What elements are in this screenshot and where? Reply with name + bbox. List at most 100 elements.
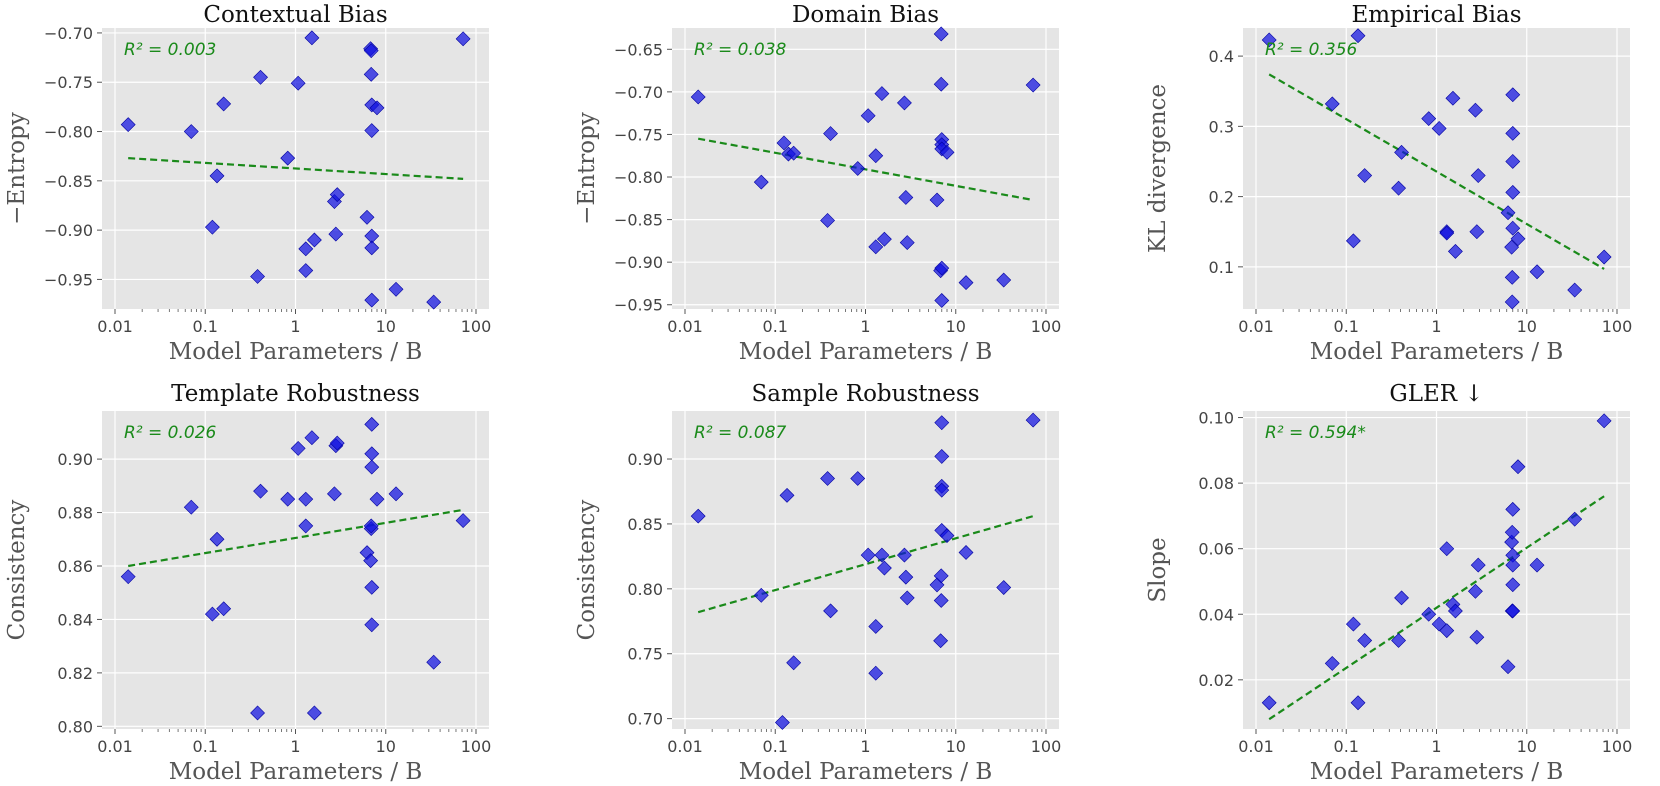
y-axis-label: −Entropy [574,112,600,225]
data-point [933,593,949,608]
y-tick-label: 0.1 [1209,258,1234,277]
data-point [1421,111,1437,127]
data-point [304,430,320,446]
data-point [753,174,769,190]
regression-line [1268,73,1605,270]
x-tick-label: 1 [860,737,870,756]
data-point [1505,184,1521,200]
data-point [298,241,314,257]
y-tick-label: 0.90 [57,450,93,469]
y-tick-label: −0.80 [614,168,663,187]
data-point [1510,231,1526,247]
data-point [363,66,379,82]
data-point [1500,205,1516,221]
regression-line [128,508,464,568]
r2-annotation: R² = 0.594* [1265,423,1366,443]
data-point [876,560,892,576]
data-point [388,486,404,502]
data-point [1324,96,1340,112]
x-tick-label: 0.1 [193,737,218,756]
data-point [364,123,380,138]
chart-title: Empirical Bias [1351,2,1521,28]
data-point [774,715,790,730]
y-tick-label: −0.70 [44,24,93,43]
y-tick-label: −0.85 [44,172,93,191]
x-tick-label: 10 [376,317,396,336]
data-point [290,440,306,456]
x-tick-label: 10 [1517,317,1537,336]
data-point [1357,168,1373,183]
data-point [426,654,442,670]
r2-annotation: R² = 0.356 [1265,40,1358,60]
data-point [306,705,322,721]
data-point [253,483,268,499]
x-axis-label: Model Parameters / B [739,339,993,365]
data-point [1394,590,1409,606]
data-point [874,547,890,563]
panel-4: 0.01 0.1 1 10 100 0.80 0.82 0.84 0.86 0.88 0.90 Tem… [4,381,491,785]
data-point [934,449,950,464]
y-tick-label: 0.84 [57,610,93,629]
data-point [1469,224,1485,240]
data-point [868,665,884,681]
x-tick-label: 100 [1602,737,1633,756]
y-tick-label: 0.70 [627,710,663,729]
data-point [996,580,1012,595]
data-point [327,486,342,502]
data-point [958,275,974,291]
data-point [933,76,949,92]
data-point [850,161,866,176]
data-point [934,293,950,308]
x-axis-label: Model Parameters / B [1310,339,1564,365]
x-tick-label: 100 [461,317,492,336]
x-tick-label: 0.01 [667,317,703,336]
y-tick-label: −0.75 [44,73,93,92]
data-point [1504,524,1520,540]
y-tick-label: 0.85 [627,515,663,534]
data-point [820,471,835,486]
data-point [328,226,344,242]
y-tick-label: 0.3 [1209,117,1234,136]
x-axis-label: Model Parameters / B [169,759,423,785]
data-point [364,416,380,432]
data-point [1357,633,1373,648]
y-tick-label: 0.80 [57,717,93,736]
y-tick-label: −0.80 [44,123,93,142]
x-tick-label: 0.01 [1238,317,1274,336]
data-point [996,272,1012,288]
data-point [204,606,220,622]
data-point [929,192,945,208]
data-point [690,508,706,524]
data-point [216,96,232,112]
x-tick-label: 0.1 [193,317,218,336]
data-point [939,144,955,160]
x-tick-label: 1 [1431,737,1441,756]
data-point [426,294,442,310]
data-point [120,117,136,133]
data-point [1445,90,1461,106]
y-tick-label: 0.90 [627,450,663,469]
x-tick-label: 0.1 [1334,737,1359,756]
r2-annotation: R² = 0.003 [124,40,216,60]
y-tick-label: 0.08 [1198,474,1234,493]
data-point [850,471,866,486]
y-axis-label: −Entropy [4,112,30,225]
x-tick-label: 10 [1517,737,1537,756]
chart-title: Contextual Bias [203,2,387,28]
x-tick-label: 0.01 [667,737,703,756]
data-point [933,568,949,584]
data-point [753,587,769,603]
panel-2: 0.01 0.1 1 10 100 −0.95 −0.90 −0.85 −0.80 −0.75 −0… [574,2,1061,365]
data-point [868,619,884,634]
y-tick-label: 0.88 [57,504,93,523]
chart-title: GLER ↓ [1389,381,1483,407]
data-point [369,100,385,116]
data-point [876,231,892,247]
data-point [1505,501,1521,517]
x-tick-label: 1 [290,317,300,336]
data-point [298,263,314,278]
x-tick-label: 0.1 [763,737,788,756]
data-point [455,31,471,47]
x-tick-label: 100 [1602,317,1633,336]
